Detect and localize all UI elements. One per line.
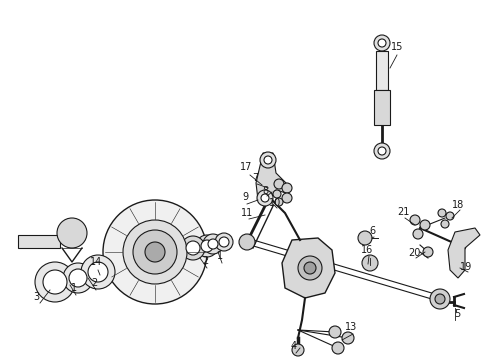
Text: 8: 8 [262,186,268,196]
Text: 14: 14 [90,257,102,267]
Circle shape [264,156,272,164]
Circle shape [423,247,433,257]
Text: 5: 5 [454,309,460,319]
Circle shape [123,220,187,284]
Text: 17: 17 [240,162,252,172]
Circle shape [342,332,354,344]
Circle shape [257,190,273,206]
Circle shape [410,215,420,225]
Polygon shape [448,228,480,278]
Circle shape [203,234,223,254]
Text: 10: 10 [269,198,281,208]
Text: 19: 19 [460,262,472,272]
Text: 4: 4 [291,341,297,351]
Circle shape [329,326,341,338]
Text: 15: 15 [391,42,403,52]
Circle shape [275,198,283,206]
Circle shape [292,344,304,356]
Circle shape [215,233,233,251]
Circle shape [201,240,213,252]
Text: 2: 2 [202,256,208,266]
Text: 9: 9 [242,192,248,202]
Circle shape [438,209,446,217]
Text: 11: 11 [241,208,253,218]
Circle shape [441,220,449,228]
Circle shape [430,289,450,309]
Text: 6: 6 [369,226,375,236]
Circle shape [378,39,386,47]
Text: 16: 16 [361,245,373,255]
Circle shape [145,242,165,262]
Circle shape [358,231,372,245]
Circle shape [273,190,281,198]
Circle shape [378,147,386,155]
Polygon shape [374,90,390,125]
Circle shape [274,179,284,189]
Circle shape [304,262,316,274]
Text: 2: 2 [91,278,97,288]
Circle shape [282,193,292,203]
Circle shape [239,234,255,250]
Circle shape [332,342,344,354]
Circle shape [81,255,115,289]
Circle shape [435,294,445,304]
Circle shape [413,229,423,239]
Text: 18: 18 [452,200,464,210]
Circle shape [35,262,75,302]
Circle shape [219,237,229,247]
Polygon shape [256,153,286,203]
Text: 1: 1 [71,283,77,293]
Text: 7: 7 [252,173,258,183]
Polygon shape [18,225,80,248]
Text: 21: 21 [397,207,409,217]
Circle shape [298,256,322,280]
Circle shape [103,200,207,304]
Circle shape [282,183,292,193]
Text: 3: 3 [33,292,39,302]
Circle shape [57,218,87,248]
Circle shape [69,269,87,287]
Text: 20: 20 [408,248,420,258]
Circle shape [374,35,390,51]
Circle shape [186,241,200,255]
Circle shape [420,220,430,230]
Circle shape [196,235,218,257]
Circle shape [208,239,218,249]
Polygon shape [282,238,335,298]
Polygon shape [376,51,388,90]
Circle shape [362,255,378,271]
Circle shape [260,152,276,168]
Circle shape [88,262,108,282]
Text: 13: 13 [345,322,357,332]
Circle shape [374,143,390,159]
Circle shape [43,270,67,294]
Circle shape [133,230,177,274]
Circle shape [181,236,205,260]
Circle shape [261,194,269,202]
Circle shape [446,212,454,220]
Circle shape [63,263,93,293]
Text: 1: 1 [217,251,223,261]
